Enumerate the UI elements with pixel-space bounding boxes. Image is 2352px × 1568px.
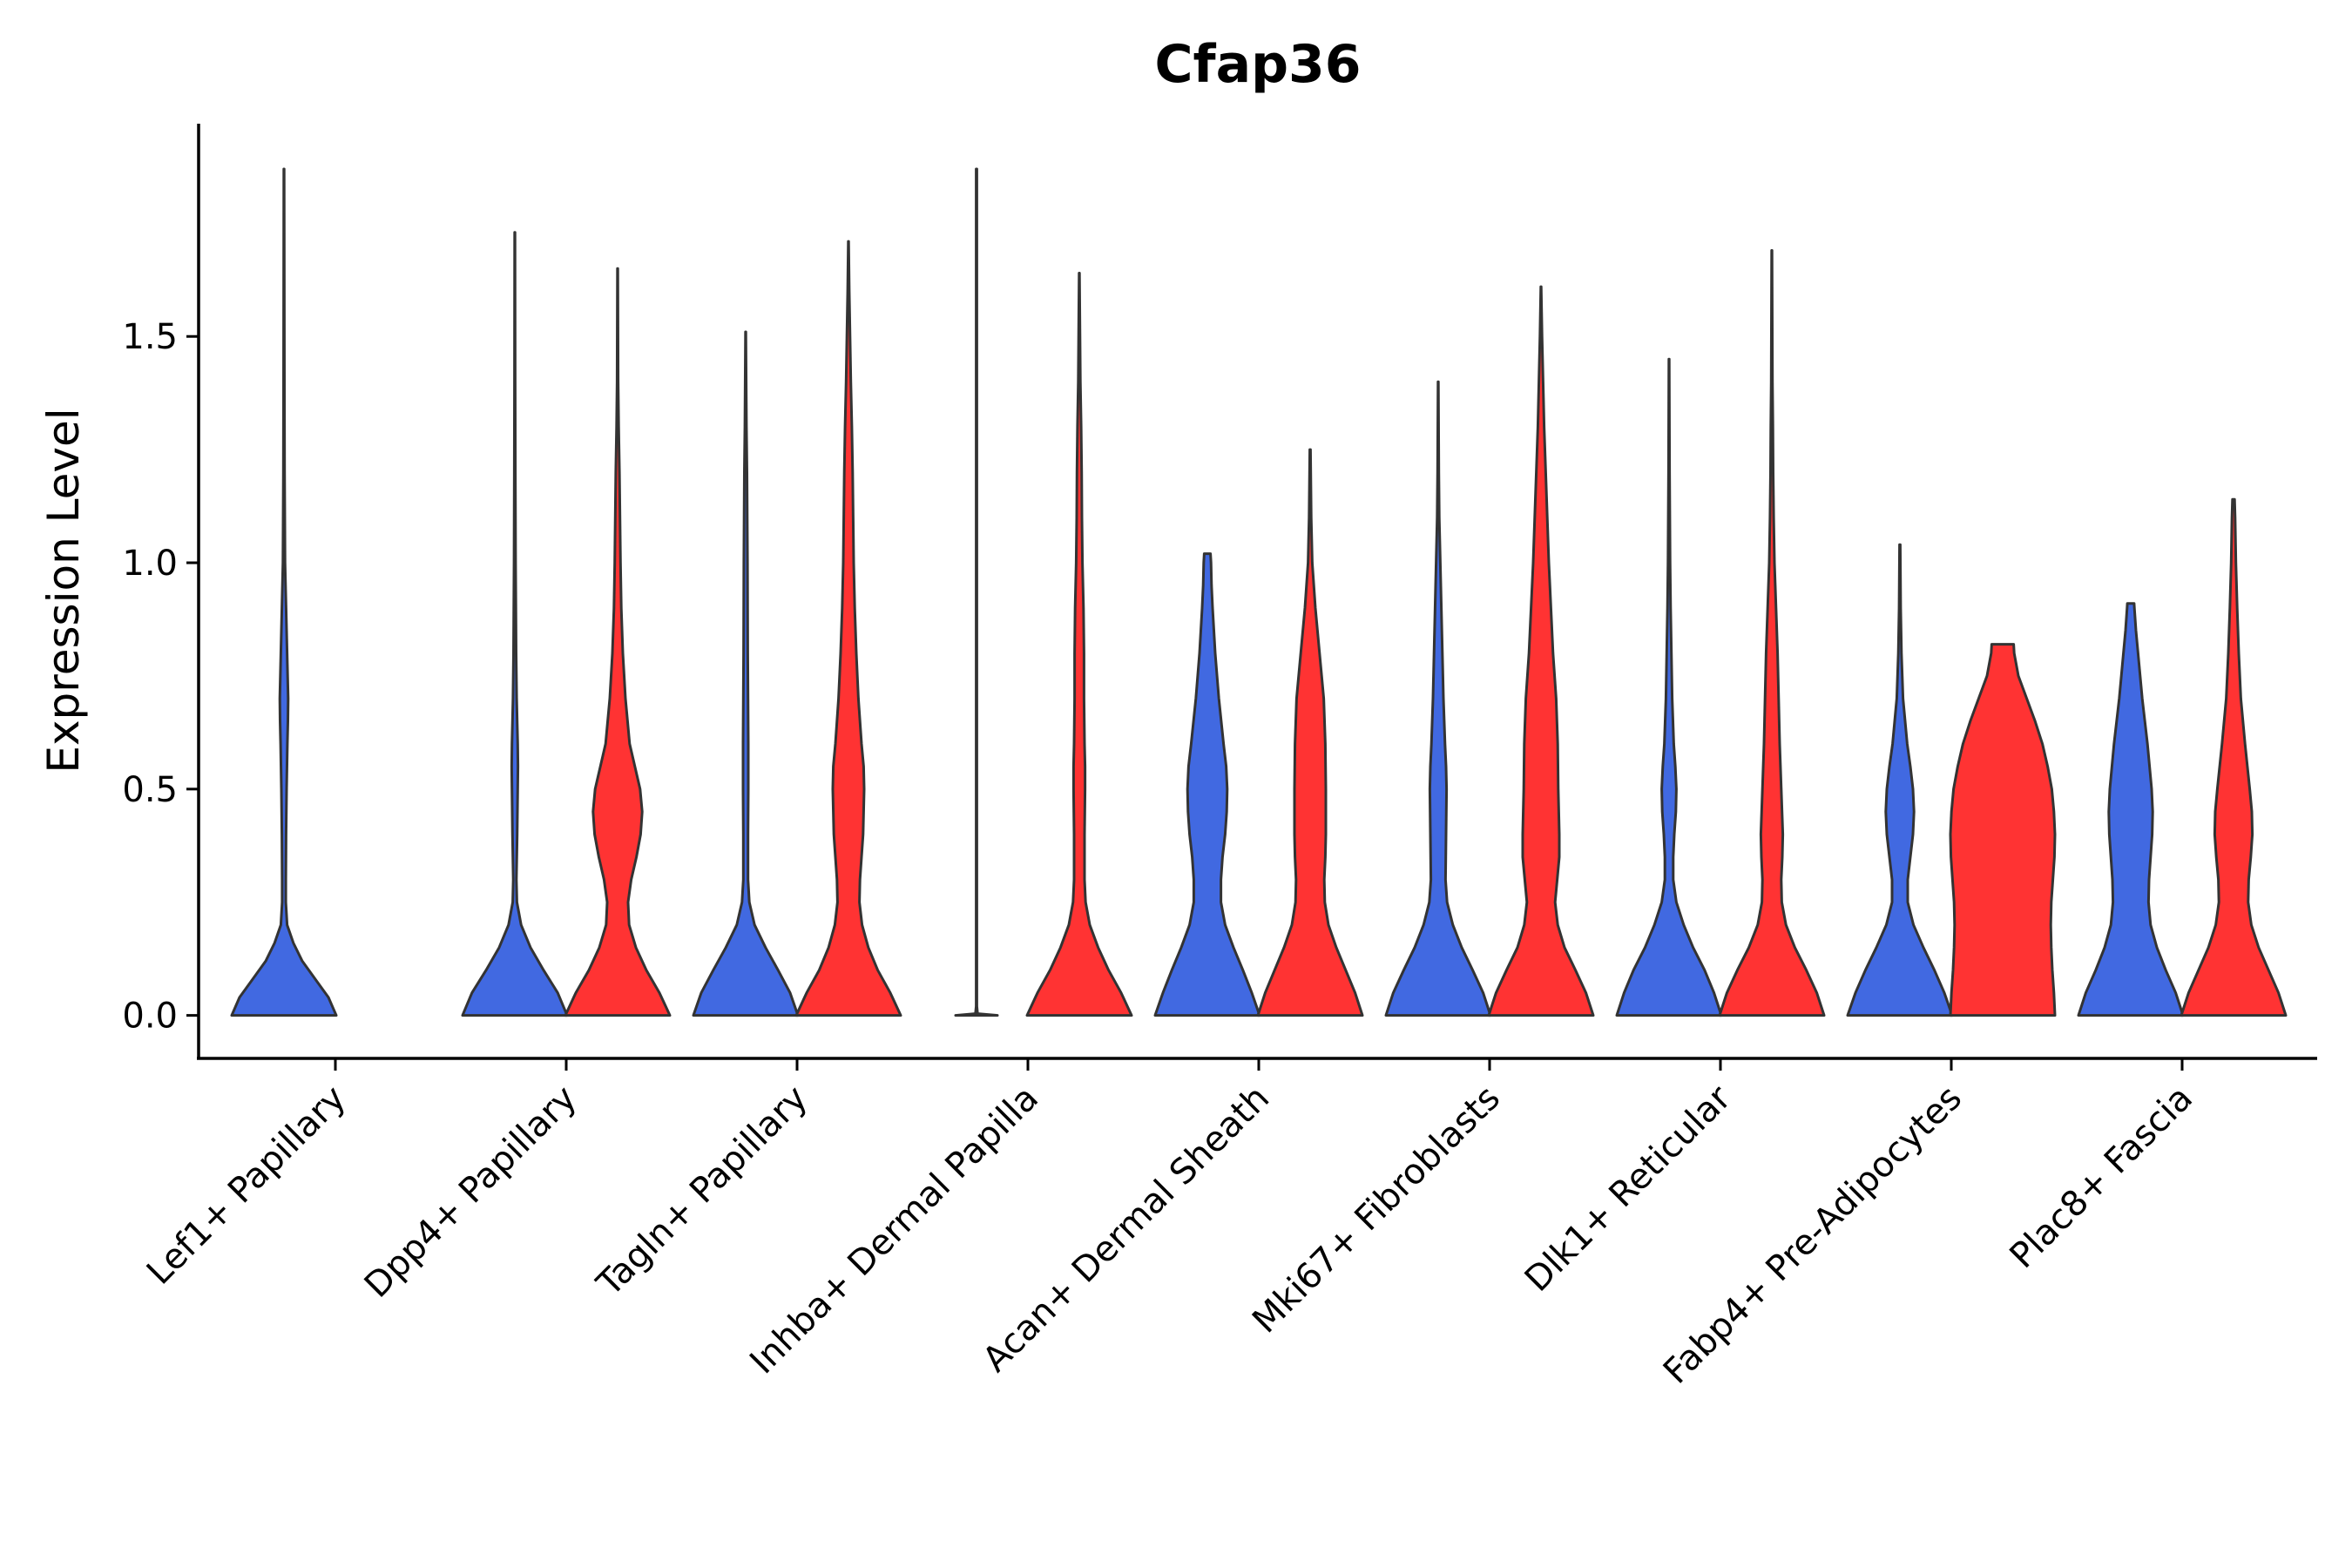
violin-fabp4-pre-adipocytes-group2: [1949, 643, 2057, 1017]
x-tick-label-tagln-papillary: Tagln+ Papillary: [589, 1078, 815, 1305]
x-tick-label-lef1-papillary: Lef1+ Papillary: [139, 1078, 354, 1293]
violin-lef1-papillary-group1: [230, 167, 338, 1017]
y-tick-label: 1.5: [122, 317, 178, 357]
y-axis-ticks: 0.0 0.5 1.0 1.5: [122, 317, 199, 1037]
violin-tagln-papillary-group1: [692, 330, 800, 1017]
violin-dlk1-reticular-group2: [1718, 249, 1826, 1017]
violin-series: [230, 167, 2288, 1017]
violin-dpp4-papillary-group1: [461, 231, 569, 1017]
x-tick-label-dpp4-papillary: Dpp4+ Papillary: [357, 1078, 585, 1306]
chart-title: Cfap36: [1154, 34, 1361, 95]
violin-mki67-fibroblasts-group1: [1384, 380, 1492, 1017]
violin-acan-dermal-sheath-group2: [1256, 448, 1364, 1017]
x-tick-label-plac8-fascia: Plac8+ Fascia: [2003, 1078, 2201, 1277]
violin-plac8-fascia-group1: [2077, 602, 2185, 1017]
y-axis-label: Expression Level: [38, 408, 89, 773]
violin-dlk1-reticular-group1: [1615, 357, 1723, 1017]
violin-fabp4-pre-adipocytes-group1: [1846, 543, 1954, 1017]
axes: [197, 124, 2317, 1060]
violin-inhba-dermal-papilla-group2: [1025, 272, 1133, 1017]
violin-plac8-fascia-group2: [2180, 497, 2288, 1017]
x-axis-ticks: Lef1+ Papillary Dpp4+ Papillary Tagln+ Pap…: [139, 1058, 2200, 1392]
x-tick-label-dlk1-reticular: Dlk1+ Reticular: [1517, 1078, 1740, 1300]
violin-mki67-fibroblasts-group2: [1487, 285, 1595, 1017]
x-tick-label-mki67-fibroblasts: Mki67+ Fibroblasts: [1245, 1078, 1508, 1342]
y-tick-label: 0.5: [122, 770, 178, 810]
violin-dpp4-papillary-group2: [564, 267, 672, 1017]
y-tick-label: 1.0: [122, 544, 178, 584]
y-tick-label: 0.0: [122, 997, 178, 1037]
violin-acan-dermal-sheath-group1: [1153, 552, 1261, 1017]
violin-inhba-dermal-papilla-group1: [954, 167, 999, 1017]
violin-tagln-papillary-group2: [794, 240, 902, 1017]
